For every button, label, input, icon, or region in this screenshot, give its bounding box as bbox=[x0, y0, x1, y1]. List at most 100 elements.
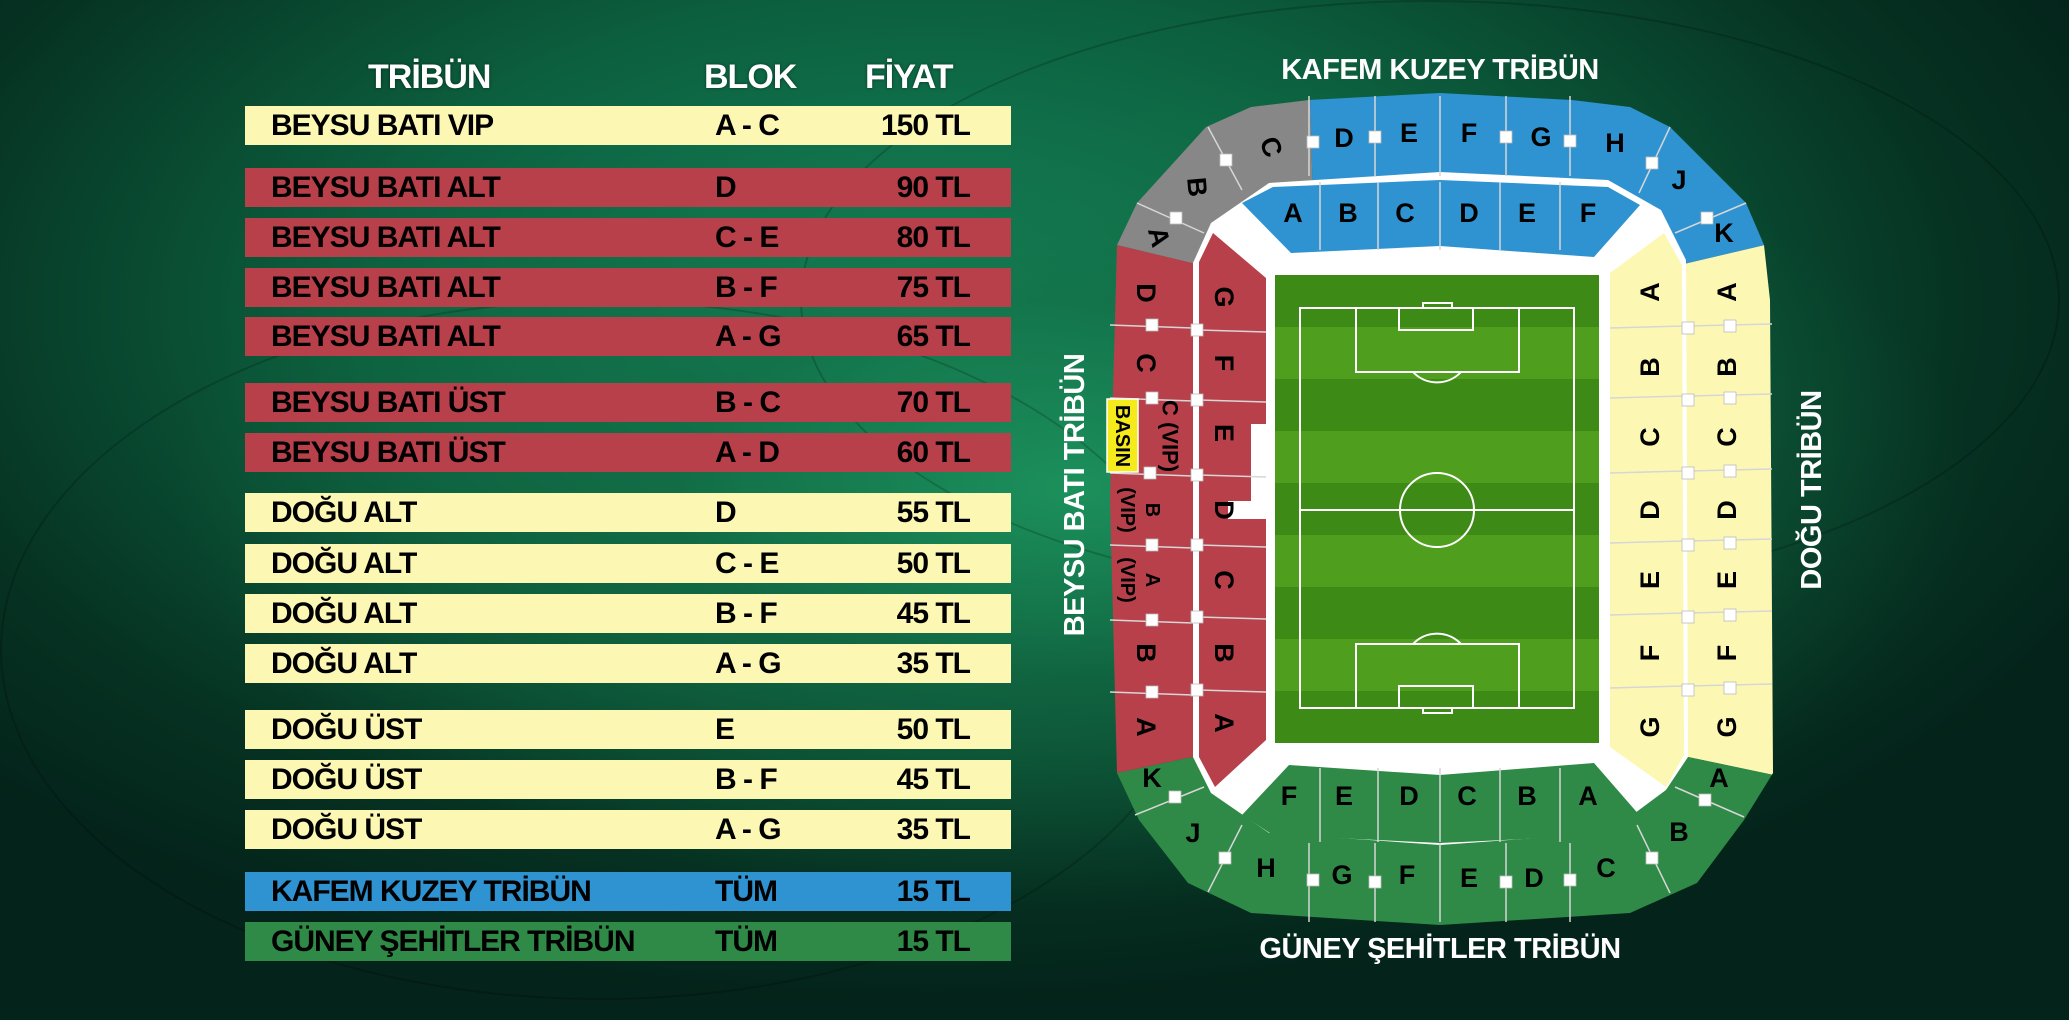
section-label-north_lower: B bbox=[1338, 198, 1358, 228]
price-row: DOĞU ALT B - F 45 TL bbox=[245, 594, 1011, 633]
price-row: BEYSU BATI ALT A - G 65 TL bbox=[245, 317, 1011, 356]
goal-top bbox=[1422, 302, 1453, 309]
blok-cell: A - D bbox=[715, 436, 780, 469]
section-label-south_lower: F bbox=[1281, 781, 1298, 811]
section-label-east_lower: C bbox=[1635, 427, 1665, 447]
north-lower-stand bbox=[1242, 180, 1640, 257]
pitch-stripe bbox=[1275, 691, 1599, 743]
price-row: DOĞU ALT D 55 TL bbox=[245, 493, 1011, 532]
section-label-south_lower: A bbox=[1578, 781, 1598, 811]
section-label-west_upper: C bbox=[1131, 353, 1161, 373]
price-cell: 50 TL bbox=[896, 547, 971, 580]
entrance-door-icon bbox=[1190, 468, 1204, 482]
tribun-cell: BEYSU BATI ALT bbox=[271, 171, 501, 204]
section-label-west_upper: C (VIP) bbox=[1158, 400, 1183, 472]
blok-cell: TÜM bbox=[715, 925, 778, 958]
section-label-north_lower: E bbox=[1518, 198, 1536, 228]
stand-title-south: GÜNEY ŞEHİTLER TRİBÜN bbox=[1259, 932, 1620, 965]
east-upper-stand bbox=[1650, 225, 1773, 791]
entrance-door-icon bbox=[1190, 683, 1204, 697]
section-label-east_upper: B bbox=[1712, 357, 1742, 377]
section-label-east_upper: G bbox=[1712, 716, 1742, 737]
section-label-north_lower: D bbox=[1459, 198, 1479, 228]
press-box bbox=[1106, 398, 1139, 473]
section-divider bbox=[1198, 544, 1267, 548]
tribun-cell: DOĞU ÜST bbox=[271, 763, 422, 796]
tunnel bbox=[1228, 501, 1266, 519]
blok-cell: B - F bbox=[715, 271, 778, 304]
tribun-cell: DOĞU ALT bbox=[271, 647, 417, 680]
section-divider bbox=[1609, 395, 1685, 399]
tribun-cell: BEYSU BATI ÜST bbox=[271, 386, 506, 419]
section-label-south_upper: F bbox=[1399, 860, 1416, 890]
entrance-door-icon bbox=[1681, 610, 1695, 624]
price-cell: 15 TL bbox=[896, 875, 971, 908]
price-cell: 15 TL bbox=[896, 925, 971, 958]
blok-cell: A - G bbox=[715, 647, 782, 680]
section-label-south_upper: G bbox=[1331, 860, 1352, 890]
pitch-stripe bbox=[1275, 379, 1599, 431]
stand-title-east: DOĞU TRİBÜN bbox=[1794, 390, 1828, 589]
section-label-south_upper: H bbox=[1256, 853, 1276, 883]
section-divider bbox=[1609, 470, 1685, 474]
entrance-door-icon bbox=[1681, 321, 1695, 335]
pitch-stripe bbox=[1275, 327, 1599, 379]
vip-label: (VIP) bbox=[1116, 487, 1138, 533]
section-label-west_lower: G bbox=[1209, 286, 1239, 307]
section-label-east_upper: E bbox=[1712, 571, 1742, 589]
section-label-west_lower: C bbox=[1209, 570, 1239, 590]
price-row: BEYSU BATI ÜST B - C 70 TL bbox=[245, 383, 1011, 422]
penalty-arc-top bbox=[1412, 371, 1462, 384]
south-lower-stand bbox=[1242, 763, 1641, 843]
section-label-west_upper: B bbox=[1141, 503, 1163, 517]
entrance-door-icon bbox=[1218, 851, 1232, 865]
section-label-north_upper: K bbox=[1714, 218, 1734, 248]
entrance-door-icon bbox=[1145, 538, 1159, 552]
tribun-cell: DOĞU ALT bbox=[271, 547, 417, 580]
goal-bottom bbox=[1422, 707, 1453, 714]
blok-cell: A - C bbox=[715, 109, 780, 142]
section-divider bbox=[1198, 329, 1267, 333]
entrance-door-icon bbox=[1698, 793, 1712, 807]
price-cell: 35 TL bbox=[896, 647, 971, 680]
section-divider bbox=[1609, 685, 1685, 689]
vip-label: (VIP) bbox=[1116, 557, 1138, 603]
blok-cell: D bbox=[715, 171, 737, 204]
section-label-north_lower: A bbox=[1283, 198, 1303, 228]
price-row: DOĞU ALT C - E 50 TL bbox=[245, 544, 1011, 583]
entrance-door-icon bbox=[1306, 135, 1320, 149]
section-divider bbox=[1609, 612, 1685, 616]
price-row: GÜNEY ŞEHİTLER TRİBÜN TÜM 15 TL bbox=[245, 922, 1011, 961]
section-label-north_upper: E bbox=[1400, 118, 1418, 148]
section-label-north_upper: J bbox=[1671, 165, 1686, 195]
entrance-door-icon bbox=[1681, 538, 1695, 552]
entrance-door-icon bbox=[1723, 681, 1737, 695]
price-row: DOĞU ÜST E 50 TL bbox=[245, 710, 1011, 749]
section-label-west_lower: D bbox=[1209, 500, 1239, 520]
section-label-north_upper_gray: B bbox=[1181, 176, 1213, 198]
price-cell: 90 TL bbox=[896, 171, 971, 204]
pitch-stripe bbox=[1275, 639, 1599, 691]
entrance-door-icon bbox=[1368, 875, 1382, 889]
blok-cell: D bbox=[715, 496, 737, 529]
penalty-arc-bottom bbox=[1412, 632, 1462, 645]
tribun-cell: BEYSU BATI ALT bbox=[271, 221, 501, 254]
entrance-door-icon bbox=[1681, 393, 1695, 407]
entrance-door-icon bbox=[1563, 873, 1577, 887]
section-label-east_lower: A bbox=[1635, 282, 1665, 302]
price-cell: 60 TL bbox=[896, 436, 971, 469]
entrance-door-icon bbox=[1645, 851, 1659, 865]
center-circle bbox=[1399, 472, 1475, 548]
price-cell: 55 TL bbox=[896, 496, 971, 529]
price-row: DOĞU ÜST A - G 35 TL bbox=[245, 810, 1011, 849]
tribun-cell: DOĞU ALT bbox=[271, 597, 417, 630]
tribun-cell: BEYSU BATI VIP bbox=[271, 109, 494, 142]
section-label-east_upper: A bbox=[1712, 282, 1742, 302]
section-label-south_lower: B bbox=[1517, 781, 1537, 811]
section-label-west_lower: E bbox=[1209, 424, 1239, 442]
entrance-door-icon bbox=[1143, 466, 1157, 480]
price-row: BEYSU BATI ÜST A - D 60 TL bbox=[245, 433, 1011, 472]
entrance-door-icon bbox=[1723, 319, 1737, 333]
entrance-door-icon bbox=[1563, 134, 1577, 148]
entrance-door-icon bbox=[1368, 130, 1382, 144]
